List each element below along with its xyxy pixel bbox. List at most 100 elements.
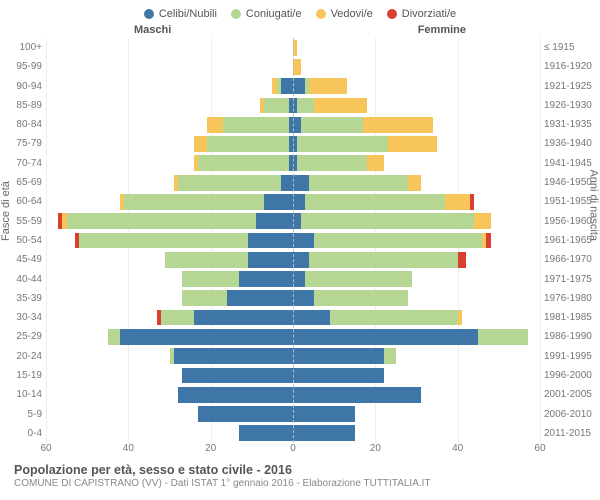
female-bar xyxy=(293,329,540,345)
segment xyxy=(293,425,355,441)
male-bar xyxy=(46,329,293,345)
birth-label: 1986-1990 xyxy=(544,327,596,346)
male-bar xyxy=(46,194,293,210)
legend-item: Coniugati/e xyxy=(231,8,302,20)
male-bar xyxy=(46,233,293,249)
segment xyxy=(281,78,293,94)
birth-label: ≤ 1915 xyxy=(544,38,596,57)
birth-label: 1936-1940 xyxy=(544,134,596,153)
female-bar xyxy=(293,406,540,422)
female-bar xyxy=(293,213,540,229)
segment xyxy=(281,175,293,191)
birth-label: 2001-2005 xyxy=(544,385,596,404)
segment xyxy=(198,406,293,422)
age-label: 40-44 xyxy=(4,270,42,289)
age-label: 95-99 xyxy=(4,57,42,76)
male-bar xyxy=(46,387,293,403)
segment xyxy=(486,233,490,249)
segment xyxy=(388,136,437,152)
segment xyxy=(207,136,289,152)
legend-item: Vedovi/e xyxy=(316,8,373,20)
birth-label: 2011-2015 xyxy=(544,424,596,443)
segment xyxy=(458,252,466,268)
segment xyxy=(470,194,474,210)
birth-label: 1981-1985 xyxy=(544,308,596,327)
gender-headers: Maschi Femmine xyxy=(4,24,596,38)
header-female: Femmine xyxy=(418,24,466,36)
birth-label: 2006-2010 xyxy=(544,405,596,424)
age-label: 90-94 xyxy=(4,77,42,96)
segment xyxy=(120,329,293,345)
male-bar xyxy=(46,175,293,191)
age-label: 20-24 xyxy=(4,347,42,366)
segment xyxy=(384,348,396,364)
male-bar xyxy=(46,59,293,75)
female-bar xyxy=(293,252,540,268)
female-bar xyxy=(293,233,540,249)
segment xyxy=(79,233,248,249)
legend-swatch xyxy=(387,9,397,19)
segment xyxy=(309,78,346,94)
female-bar xyxy=(293,40,540,56)
age-label: 30-34 xyxy=(4,308,42,327)
segment xyxy=(124,194,264,210)
legend-label: Vedovi/e xyxy=(331,8,373,20)
segment xyxy=(408,175,420,191)
legend-swatch xyxy=(144,9,154,19)
legend-swatch xyxy=(316,9,326,19)
segment xyxy=(67,213,256,229)
age-label: 15-19 xyxy=(4,366,42,385)
segment xyxy=(314,233,483,249)
segment xyxy=(161,310,194,326)
segment xyxy=(445,194,470,210)
segment xyxy=(293,233,314,249)
segment xyxy=(178,387,293,403)
birth-label: 1916-1920 xyxy=(544,57,596,76)
segment xyxy=(174,348,293,364)
birth-label: 1996-2000 xyxy=(544,366,596,385)
center-line xyxy=(293,38,294,443)
segment xyxy=(297,155,367,171)
segment xyxy=(178,175,281,191)
age-label: 100+ xyxy=(4,38,42,57)
female-bar xyxy=(293,310,540,326)
male-bar xyxy=(46,40,293,56)
age-label: 80-84 xyxy=(4,115,42,134)
female-bar xyxy=(293,194,540,210)
segment xyxy=(458,310,462,326)
age-label: 0-4 xyxy=(4,424,42,443)
segment xyxy=(293,387,421,403)
segment xyxy=(293,252,309,268)
birth-label: 1991-1995 xyxy=(544,347,596,366)
segment xyxy=(223,117,289,133)
male-bar xyxy=(46,98,293,114)
segment xyxy=(367,155,383,171)
segment xyxy=(108,329,120,345)
chart-title: Popolazione per età, sesso e stato civil… xyxy=(14,463,596,477)
header-male: Maschi xyxy=(134,24,171,36)
female-bar xyxy=(293,368,540,384)
male-bar xyxy=(46,290,293,306)
segment xyxy=(239,425,293,441)
segment xyxy=(301,117,363,133)
segment xyxy=(207,117,223,133)
male-bar xyxy=(46,368,293,384)
segment xyxy=(293,78,305,94)
x-tick: 20 xyxy=(205,443,216,454)
segment xyxy=(297,98,313,114)
birth-label: 1921-1925 xyxy=(544,77,596,96)
segment xyxy=(256,213,293,229)
female-bar xyxy=(293,425,540,441)
female-bar xyxy=(293,175,540,191)
male-bar xyxy=(46,136,293,152)
segment xyxy=(194,136,206,152)
age-label: 25-29 xyxy=(4,327,42,346)
segment xyxy=(309,252,457,268)
chart-footer: Popolazione per età, sesso e stato civil… xyxy=(4,463,596,489)
legend-item: Divorziati/e xyxy=(387,8,456,20)
female-bar xyxy=(293,387,540,403)
female-bar xyxy=(293,348,540,364)
segment xyxy=(293,368,384,384)
legend-label: Divorziati/e xyxy=(402,8,456,20)
x-tick: 40 xyxy=(452,443,463,454)
